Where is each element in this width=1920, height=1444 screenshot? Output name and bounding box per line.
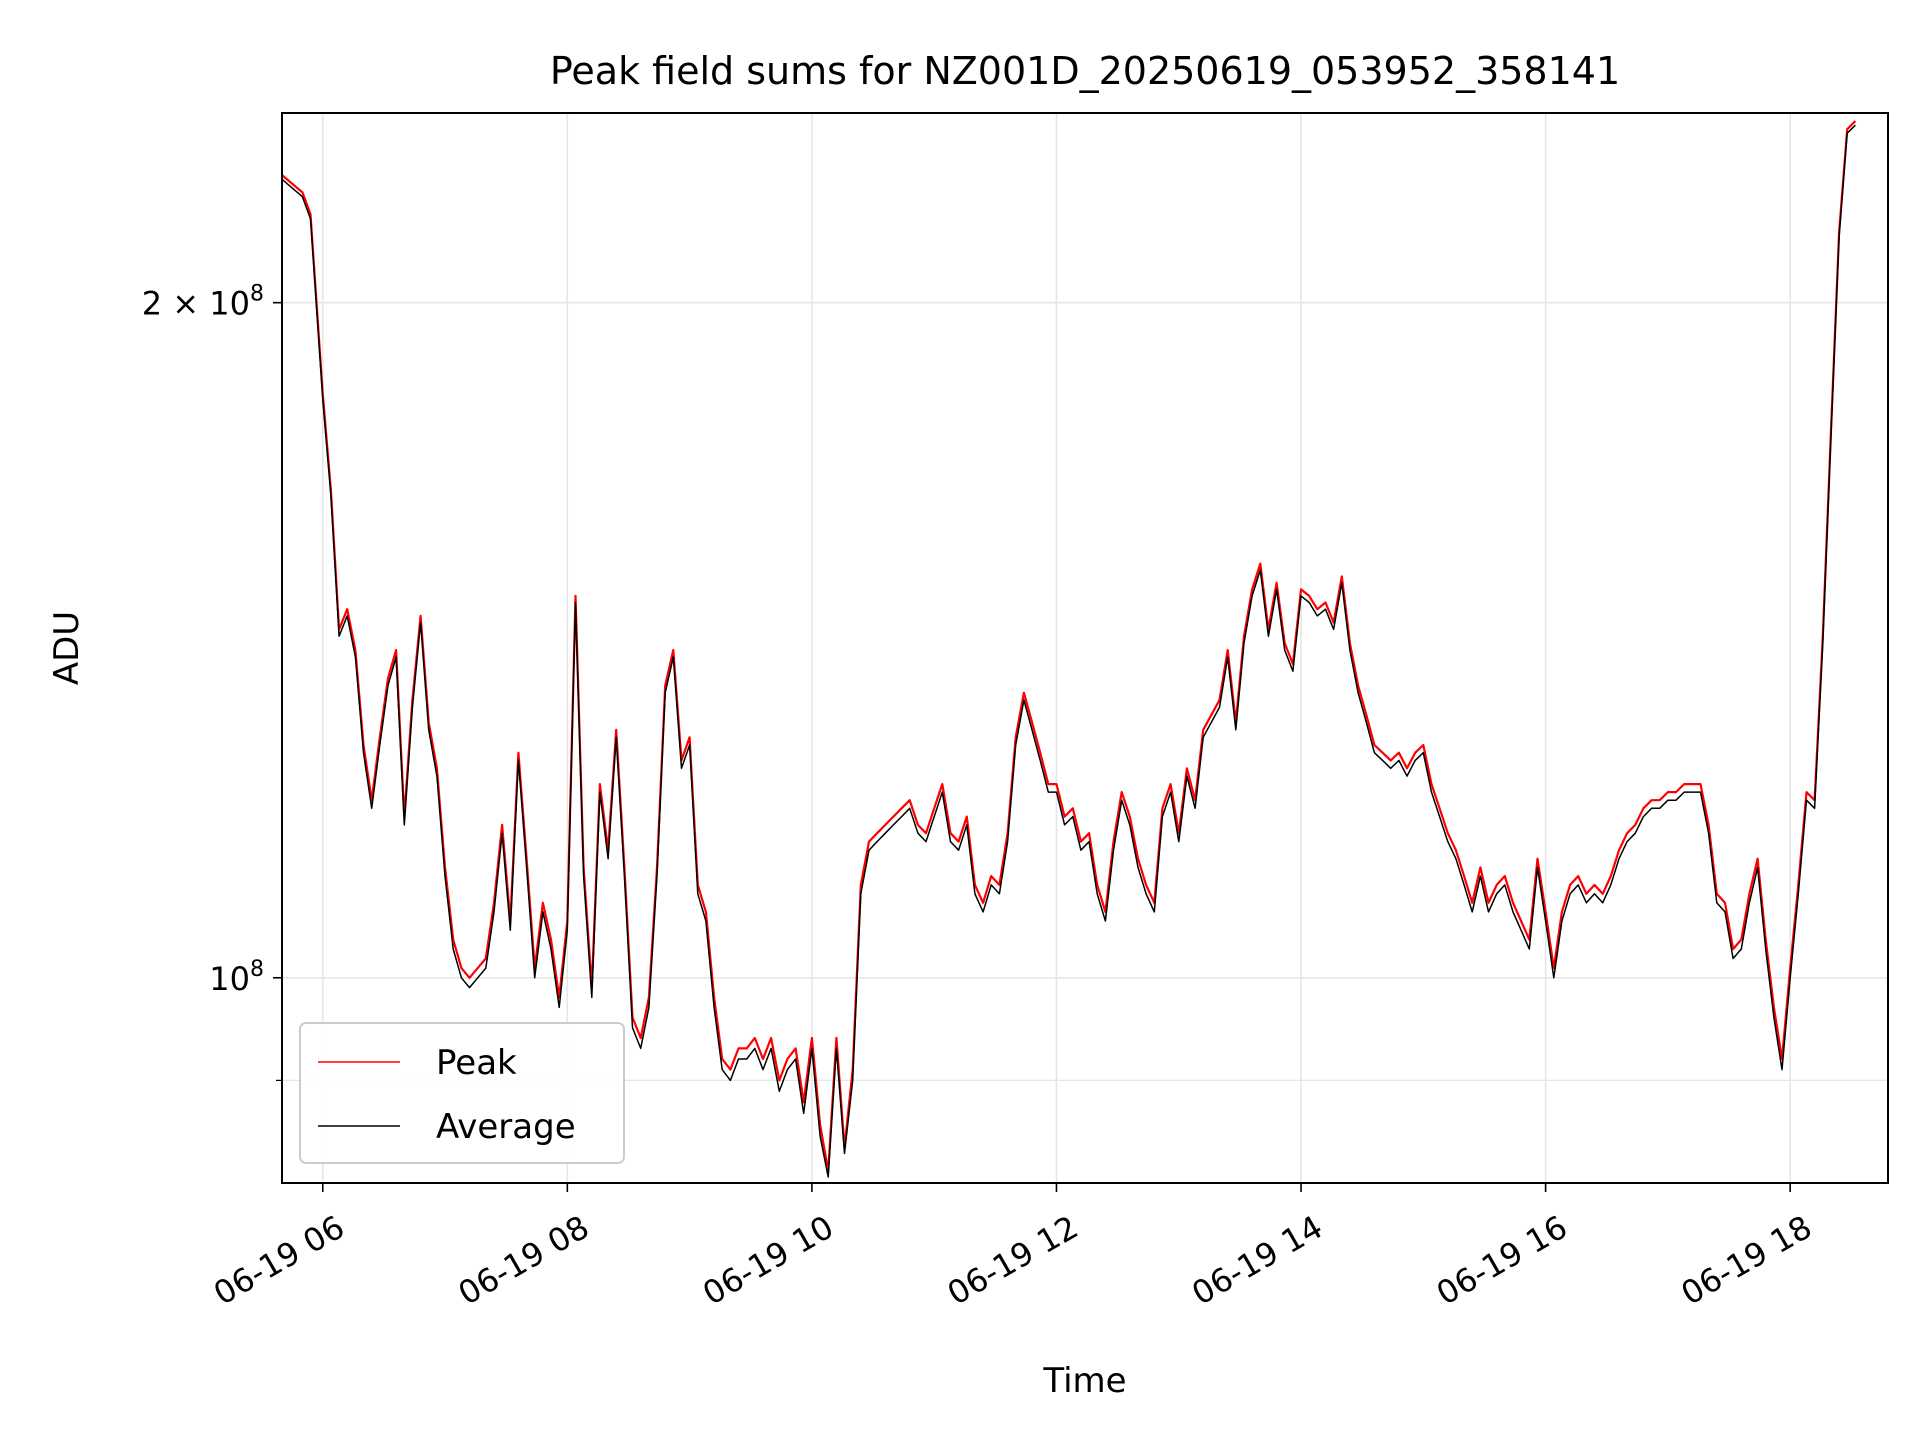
series-layer — [281, 120, 1857, 1178]
x-tick-label: 06-19 18 — [1675, 1208, 1819, 1313]
x-tick-label: 06-19 08 — [452, 1208, 596, 1313]
legend: Peak Average — [299, 1022, 625, 1164]
chart-title: Peak field sums for NZ001D_20250619_0539… — [550, 49, 1620, 93]
plot-frame — [281, 112, 1889, 1184]
legend-label-average: Average — [436, 1107, 576, 1147]
x-tick-label: 06-19 16 — [1430, 1208, 1574, 1313]
grid — [282, 113, 1888, 1183]
y-tick-label: 2 × 108 — [142, 282, 264, 323]
x-tick-label: 06-19 06 — [207, 1208, 351, 1313]
x-tick-label: 06-19 12 — [941, 1208, 1085, 1313]
series-line-average — [281, 124, 1856, 1178]
legend-box — [299, 1022, 625, 1164]
x-tick-label: 06-19 10 — [696, 1208, 840, 1313]
y-tick-label: 108 — [209, 957, 264, 998]
y-axis-label: ADU — [47, 611, 87, 685]
legend-label-peak: Peak — [436, 1043, 517, 1083]
x-tick-label: 06-19 14 — [1185, 1208, 1329, 1313]
x-axis-label: Time — [1042, 1361, 1126, 1401]
series-line-peak — [281, 120, 1857, 1173]
